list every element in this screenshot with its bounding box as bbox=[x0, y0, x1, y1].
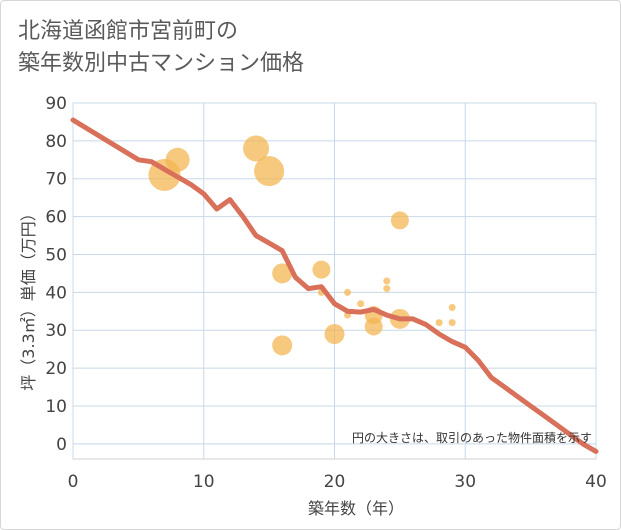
bubble-point bbox=[324, 324, 345, 345]
bubble-point bbox=[254, 156, 285, 187]
y-tick-label: 20 bbox=[45, 359, 67, 379]
x-tick-label: 30 bbox=[454, 472, 476, 492]
bubble-point bbox=[383, 285, 391, 293]
bubble-point bbox=[383, 277, 391, 285]
bubble-point bbox=[357, 300, 365, 308]
x-tick-label: 40 bbox=[585, 472, 607, 492]
x-tick-labels: 0 10 20 30 40 bbox=[68, 472, 607, 492]
bubble-point bbox=[272, 335, 293, 356]
bubble-point bbox=[435, 319, 443, 327]
y-tick-label: 0 bbox=[56, 435, 67, 455]
y-tick-label: 10 bbox=[45, 397, 67, 417]
bubble-point bbox=[243, 135, 270, 162]
x-tick-label: 0 bbox=[68, 472, 79, 492]
chart-title-line1: 北海道函館市宮前町の bbox=[18, 19, 239, 44]
x-tick-label: 10 bbox=[193, 472, 215, 492]
bubble-point bbox=[272, 263, 293, 284]
y-tick-label: 90 bbox=[45, 94, 67, 114]
y-tick-label: 60 bbox=[45, 208, 67, 228]
trend-layer bbox=[70, 117, 599, 454]
y-tick-label: 80 bbox=[45, 132, 67, 152]
bubble-point bbox=[448, 304, 456, 312]
size-note: 円の大きさは、取引のあった物件面積を示す bbox=[352, 430, 592, 445]
bubble-point bbox=[390, 211, 409, 230]
y-tick-label: 70 bbox=[45, 170, 67, 190]
y-tick-labels: 0 10 20 30 40 50 60 70 80 90 bbox=[45, 94, 67, 455]
bubble-point bbox=[344, 288, 352, 296]
y-tick-label: 50 bbox=[45, 245, 67, 265]
chart-title: 北海道函館市宮前町の 築年数別中古マンション価格 bbox=[18, 16, 438, 80]
y-tick-label: 30 bbox=[45, 321, 67, 341]
x-axis-title: 築年数（年） bbox=[308, 499, 404, 518]
chart-title-line2: 築年数別中古マンション価格 bbox=[18, 51, 305, 76]
trend-line bbox=[70, 117, 599, 454]
bubble-point bbox=[448, 319, 456, 327]
y-axis-title: 坪（3.3㎡）単価（万円） bbox=[19, 205, 38, 390]
bubble-point bbox=[364, 317, 383, 336]
bubble-point bbox=[312, 260, 331, 279]
x-tick-label: 20 bbox=[324, 472, 346, 492]
y-tick-label: 40 bbox=[45, 283, 67, 303]
bubble-point bbox=[165, 147, 190, 172]
